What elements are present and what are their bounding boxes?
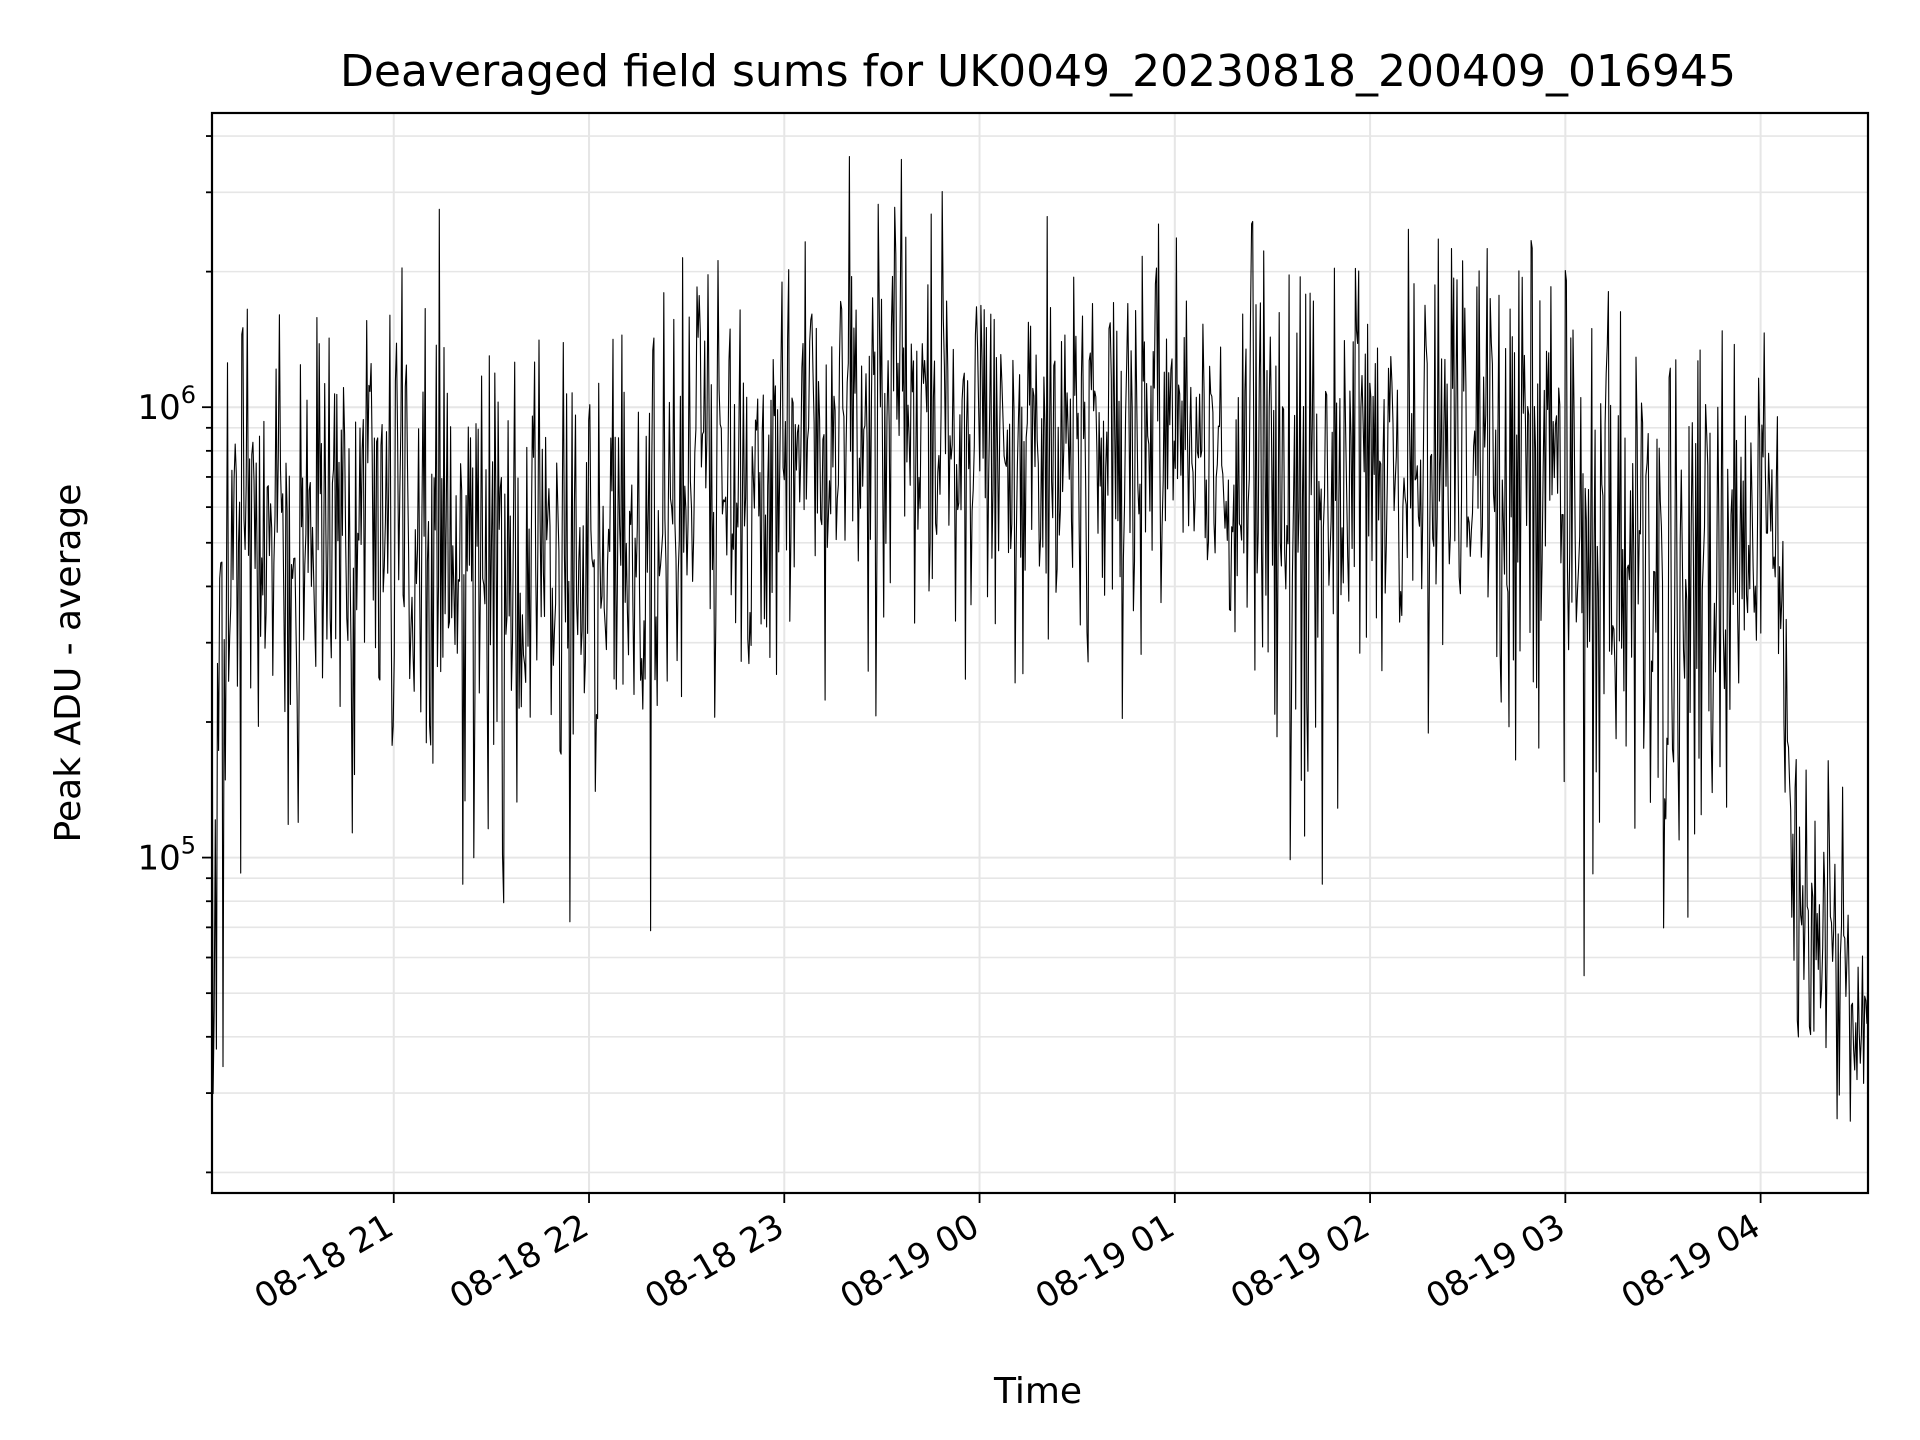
y-tick-label: 105 <box>137 832 196 879</box>
y-axis-label: Peak ADU - average <box>48 484 89 843</box>
x-axis-label: Time <box>993 1371 1082 1412</box>
plot-frame <box>210 111 1870 1195</box>
series-line <box>212 156 1868 1122</box>
plot-area <box>212 113 1868 1193</box>
chart-title: Deaveraged field sums for UK0049_2023081… <box>340 46 1736 97</box>
series-group <box>212 156 1868 1122</box>
y-tick-label: 106 <box>137 381 196 428</box>
y-axis: 105 106 <box>137 135 212 1174</box>
